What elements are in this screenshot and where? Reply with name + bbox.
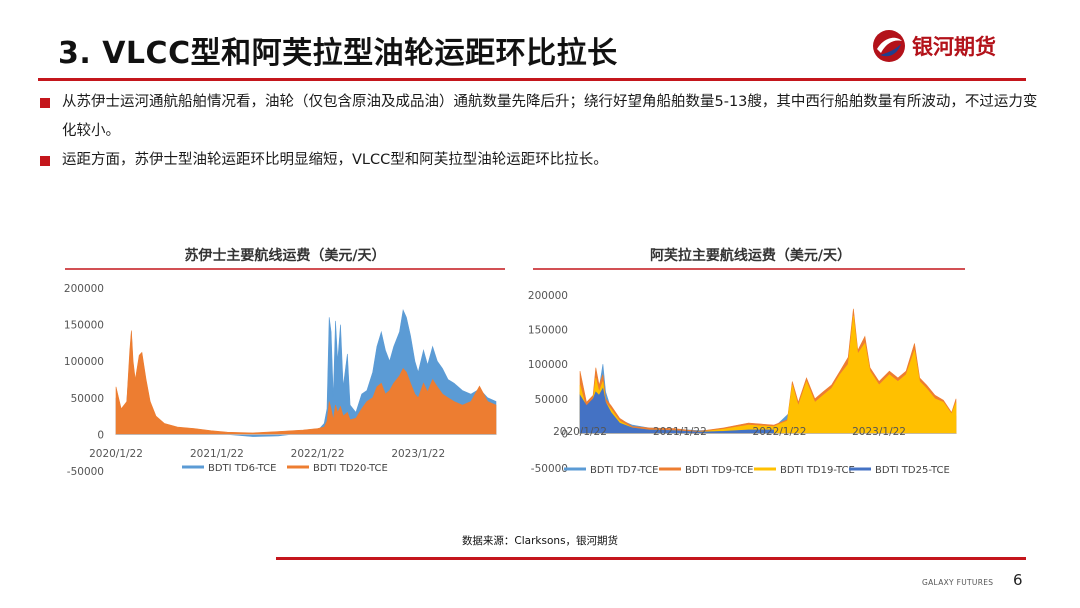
series-area [579, 387, 774, 434]
bullet-square-icon [40, 98, 50, 108]
suez-freight-chart-svg: 苏伊士主要航线运费（美元/天） -50000 0 50000 100000 150000 2… [64, 247, 505, 478]
y-tick-label: 100000 [528, 359, 568, 371]
aframax-freight-chart-svg: 阿芙拉主要航线运费（美元/天） -50000 0 50000 100000 150000 2… [528, 247, 965, 476]
legend-label: BDTI TD7-TCE [590, 465, 658, 476]
y-tick-label: 150000 [64, 320, 104, 332]
chart-title: 阿芙拉主要航线运费（美元/天） [650, 247, 851, 264]
bullet-list: 从苏伊士运河通航船舶情况看，油轮（仅包含原油及成品油）通航数量先降后升；绕行好望… [38, 88, 1048, 175]
y-tick-label: 50000 [535, 394, 568, 406]
bullet-square-icon [40, 156, 50, 166]
galaxy-logo-icon [873, 30, 905, 62]
series-area [579, 315, 957, 434]
series-area [115, 330, 497, 435]
y-tick-label: 0 [97, 429, 104, 441]
y-tick-label: 150000 [528, 325, 568, 337]
y-tick-label: 200000 [528, 290, 568, 302]
page-title: 3. VLCC型和阿芙拉型油轮运距环比拉长 [58, 36, 618, 71]
y-tick-label: 200000 [64, 283, 104, 295]
chart-title: 苏伊士主要航线运费（美元/天） [184, 247, 385, 264]
x-tick-label: 2020/1/22 [553, 426, 607, 438]
x-tick-label: 2023/1/22 [391, 448, 445, 460]
x-tick-label: 2020/1/22 [89, 448, 143, 460]
legend-label: BDTI TD6-TCE [208, 463, 276, 474]
bullet-item: 运距方面，苏伊士型油轮运距环比明显缩短，VLCC型和阿芙拉型油轮运距环比拉长。 [38, 146, 1048, 175]
legend-label: BDTI TD19-TCE [780, 465, 855, 476]
x-tick-label: 2023/1/22 [852, 426, 906, 438]
bullet-text: 运距方面，苏伊士型油轮运距环比明显缩短，VLCC型和阿芙拉型油轮运距环比拉长。 [62, 152, 608, 168]
y-tick-label: -50000 [67, 466, 104, 478]
x-tick-label: 2021/1/22 [653, 426, 707, 438]
x-tick-label: 2021/1/22 [190, 448, 244, 460]
legend-label: BDTI TD9-TCE [685, 465, 753, 476]
legend-label: BDTI TD25-TCE [875, 465, 950, 476]
y-tick-label: 0 [561, 428, 568, 440]
suez-freight-chart: 苏伊士主要航线运费（美元/天） -50000 0 50000 100000 150000 2… [60, 236, 510, 486]
y-tick-label: 100000 [64, 356, 104, 368]
y-tick-label: -50000 [531, 463, 568, 475]
x-tick-label: 2022/1/22 [753, 426, 807, 438]
brand-logo: 银河期货 [872, 28, 996, 64]
page-number: 6 [1013, 571, 1023, 589]
bullet-item: 从苏伊士运河通航船舶情况看，油轮（仅包含原油及成品油）通航数量先降后升；绕行好望… [38, 88, 1048, 146]
brand-name: 银河期货 [912, 35, 996, 59]
data-source: 数据来源：Clarksons，银河期货 [461, 535, 619, 547]
footer-brand: GALAXY FUTURES [922, 578, 994, 587]
footer-divider [276, 557, 1026, 560]
title-divider [38, 78, 1026, 81]
aframax-freight-chart: 阿芙拉主要航线运费（美元/天） -50000 0 50000 100000 150000 2… [528, 236, 973, 486]
y-tick-label: 50000 [71, 393, 104, 405]
x-tick-label: 2022/1/22 [291, 448, 345, 460]
bullet-text: 从苏伊士运河通航船舶情况看，油轮（仅包含原油及成品油）通航数量先降后升；绕行好望… [62, 94, 1038, 139]
legend-label: BDTI TD20-TCE [313, 463, 388, 474]
